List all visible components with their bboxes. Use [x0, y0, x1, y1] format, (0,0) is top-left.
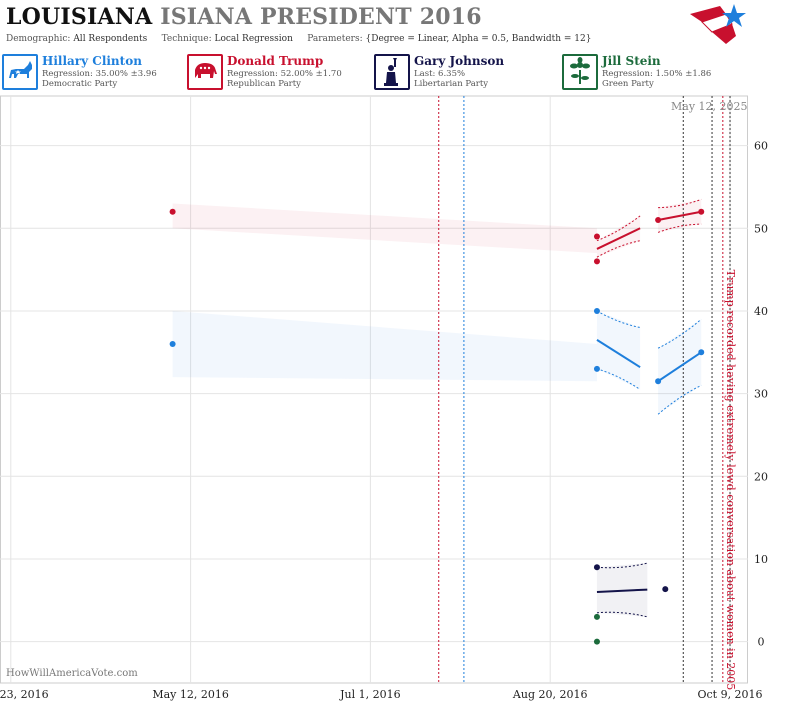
y-tick-label: 60 — [754, 140, 768, 153]
candidate-name: Gary Johnson — [414, 54, 505, 68]
parameters-value: {Degree = Linear, Alpha = 0.5, Bandwidth… — [365, 34, 592, 44]
hillary-clinton-poll-point — [593, 365, 600, 372]
flower-icon — [562, 54, 598, 90]
event-lines — [438, 96, 731, 683]
candidate-johnson[interactable]: Gary Johnson Last: 6.35% Libertarian Par… — [374, 53, 557, 91]
x-tick-label: Oct 9, 2016 — [697, 688, 762, 701]
y-tick-label: 40 — [754, 305, 768, 318]
candidate-party: Democratic Party — [42, 79, 118, 89]
candidate-party: Green Party — [602, 79, 654, 89]
candidate-stat: Regression: 52.00% ±1.70 — [227, 69, 342, 79]
hillary-clinton-poll-point — [655, 378, 662, 385]
x-tick-label: Mar 23, 2016 — [0, 688, 49, 701]
hillary-clinton-fit-line — [657, 351, 702, 383]
x-tick-label: Aug 20, 2016 — [512, 688, 588, 701]
confidence-bands — [172, 199, 702, 617]
title-rest: ISIANA PRESIDENT 2016 — [160, 4, 482, 30]
demographic-label: Demographic: — [6, 34, 71, 44]
gary-johnson-upper-ci — [596, 562, 648, 569]
technique-label: Technique: — [161, 34, 212, 44]
hillary-clinton-lower-ci — [657, 384, 702, 415]
elephant-icon — [187, 54, 223, 90]
hillary-clinton-poll-point — [169, 341, 176, 348]
y-tick-label: 50 — [754, 222, 768, 235]
chart-grid — [0, 95, 748, 684]
donald-trump-lower-ci — [657, 223, 702, 233]
candidate-stein[interactable]: Jill Stein Regression: 1.50% ±1.86 Green… — [562, 53, 745, 91]
demographic-value: All Respondents — [73, 34, 148, 44]
poll-points — [169, 208, 705, 645]
candidate-name: Donald Trump — [227, 54, 324, 68]
site-logo[interactable] — [686, 2, 748, 48]
candidate-name: Hillary Clinton — [42, 54, 142, 68]
parameters-label: Parameters: — [307, 34, 363, 44]
hillary-clinton-fit-band — [596, 310, 641, 390]
y-tick-label: 30 — [754, 388, 768, 401]
x-axis-ticks: Mar 23, 2016 May 12, 2016 Jul 1, 2016 Aug 2… — [0, 688, 763, 701]
y-tick-label: 20 — [754, 470, 768, 483]
donald-trump-poll-point — [593, 233, 600, 240]
donald-trump-fit-band — [596, 215, 641, 258]
event-annotation: Trump recorded having extremely lewd con… — [724, 270, 737, 691]
y-axis-ticks: 0 10 20 30 40 50 60 — [754, 140, 768, 649]
hillary-clinton-band — [172, 310, 597, 382]
regression-lines — [596, 198, 702, 618]
candidate-party: Republican Party — [227, 79, 301, 89]
donald-trump-upper-ci — [596, 215, 641, 242]
footer-site-name: HowWillAmericaVote.com — [6, 668, 138, 679]
chart-parameters: Demographic: All Respondents Technique: … — [6, 34, 591, 44]
candidate-stat: Last: 6.35% — [414, 69, 466, 79]
hillary-clinton-upper-ci — [657, 318, 702, 349]
donald-trump-band — [172, 203, 597, 254]
gary-johnson-lower-ci — [596, 611, 648, 618]
candidate-trump[interactable]: Donald Trump Regression: 52.00% ±1.70 Re… — [187, 53, 370, 91]
donald-trump-fit-line — [657, 210, 702, 221]
donald-trump-poll-point — [593, 258, 600, 265]
y-tick-label: 10 — [754, 553, 768, 566]
x-tick-label: Jul 1, 2016 — [339, 688, 401, 701]
hillary-clinton-poll-point — [593, 307, 600, 314]
donald-trump-poll-point — [655, 217, 662, 224]
jill-stein-poll-point — [593, 613, 600, 620]
hillary-clinton-poll-point — [698, 349, 705, 356]
donald-trump-fit-line — [596, 227, 641, 250]
hillary-clinton-fit-line — [596, 339, 641, 369]
donald-trump-poll-point — [698, 208, 705, 215]
donald-trump-upper-ci — [658, 198, 702, 209]
page-title: LOUISIANA ISIANA PRESIDENT 2016 — [6, 4, 482, 30]
technique-value: Local Regression — [214, 34, 293, 44]
plot-frame — [0, 95, 748, 684]
candidate-name: Jill Stein — [602, 54, 661, 68]
gary-johnson-fit-line — [596, 588, 648, 594]
gary-johnson-poll-point — [593, 564, 600, 571]
donald-trump-poll-point — [169, 208, 176, 215]
x-tick-label: May 12, 2016 — [152, 688, 229, 701]
date-stamp: May 12, 2025 — [671, 100, 748, 113]
donkey-icon — [2, 54, 38, 90]
candidate-stat: Regression: 1.50% ±1.86 — [602, 69, 712, 79]
candidate-clinton[interactable]: Hillary Clinton Regression: 35.00% ±3.96… — [2, 53, 185, 91]
y-tick-label: 0 — [758, 636, 765, 649]
candidate-party: Libertarian Party — [414, 79, 489, 89]
jill-stein-poll-point — [593, 638, 600, 645]
candidate-stat: Regression: 35.00% ±3.96 — [42, 69, 157, 79]
gary-johnson-poll-point — [662, 586, 669, 593]
title-state: LOUISIANA — [6, 4, 153, 30]
liberty-statue-icon — [374, 54, 410, 90]
